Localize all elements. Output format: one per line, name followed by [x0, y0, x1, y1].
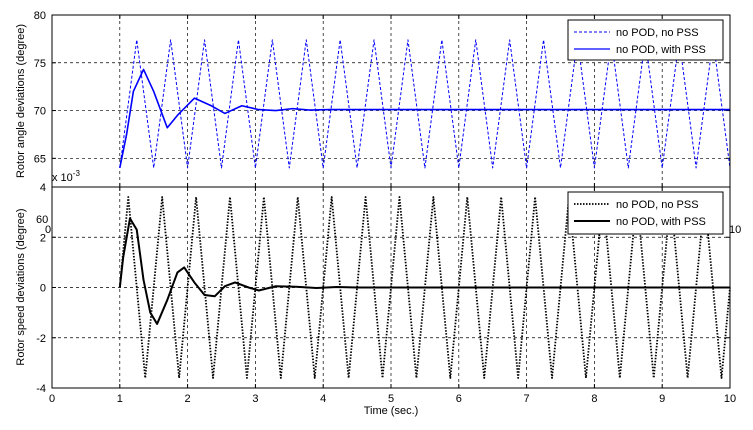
- top-legend: no POD, no PSS no POD, with PSS: [567, 19, 724, 61]
- clipped-tick-10-right: 10: [729, 224, 741, 236]
- x-tick-label: 7: [524, 393, 530, 405]
- top-y-ticks: 65 70 75 80: [34, 10, 46, 165]
- clipped-tick-0-left: 0: [45, 224, 51, 236]
- x-tick-label: 5: [388, 393, 394, 405]
- bottom-legend-label-2: no POD, with PSS: [616, 216, 706, 228]
- x-tick-label: 0: [49, 393, 55, 405]
- bottom-axes-frame: [51, 186, 731, 389]
- x-tick-label: 9: [659, 393, 665, 405]
- top-legend-box: [567, 19, 724, 61]
- top-series-group: [119, 39, 731, 169]
- bottom-y-tick-label: 0: [40, 283, 46, 295]
- top-y-tick-label: 75: [34, 58, 46, 70]
- bottom-legend: no POD, no PSS no POD, with PSS: [567, 191, 724, 235]
- top-series-line-1: [119, 39, 731, 169]
- top-y-tick-label: 70: [34, 106, 46, 118]
- top-axes: 65 70 75 80 Rotor angle deviations (degree)…: [15, 10, 731, 188]
- bottom-y-tick-label: 2: [40, 232, 46, 244]
- x-tick-label: 4: [320, 393, 326, 405]
- top-y-tick-label: 80: [34, 10, 46, 22]
- bottom-x-ticks: 0 1 2 3 4 5 6 7 8 9 10: [49, 393, 736, 405]
- axis-exponent-label: x 10-3: [52, 169, 80, 184]
- bottom-x-axis-label: Time (sec.): [364, 405, 419, 417]
- x-tick-label: 1: [117, 393, 123, 405]
- bottom-y-axis-label: Rotor speed deviations (degree): [15, 208, 27, 365]
- axis-exponent-base: x 10: [52, 172, 73, 184]
- x-tick-label: 10: [724, 393, 736, 405]
- top-y-tick-label: 65: [34, 153, 46, 165]
- bottom-legend-label-1: no POD, no PSS: [616, 199, 699, 211]
- bottom-y-tick-label: -4: [36, 383, 46, 395]
- x-tick-label: 8: [591, 393, 597, 405]
- bottom-legend-box: [567, 191, 724, 235]
- x-tick-label: 2: [185, 393, 191, 405]
- bottom-y-tick-label: -2: [36, 333, 46, 345]
- clipped-tick-60: 60: [36, 214, 48, 226]
- top-series-line-2: [119, 68, 730, 169]
- axis-exponent-power: -3: [73, 169, 81, 178]
- top-y-axis-label: Rotor angle deviations (degree): [15, 24, 27, 178]
- bottom-series-line-2: [118, 217, 730, 325]
- top-legend-label-2: no POD, with PSS: [616, 44, 706, 56]
- top-gridlines: [51, 14, 731, 187]
- bottom-y-tick-label: 4: [40, 182, 46, 194]
- bottom-y-ticks: -4 -2 0 2 4: [36, 182, 46, 395]
- x-tick-label: 3: [252, 393, 258, 405]
- top-legend-label-1: no POD, no PSS: [616, 27, 699, 39]
- x-tick-label: 6: [456, 393, 462, 405]
